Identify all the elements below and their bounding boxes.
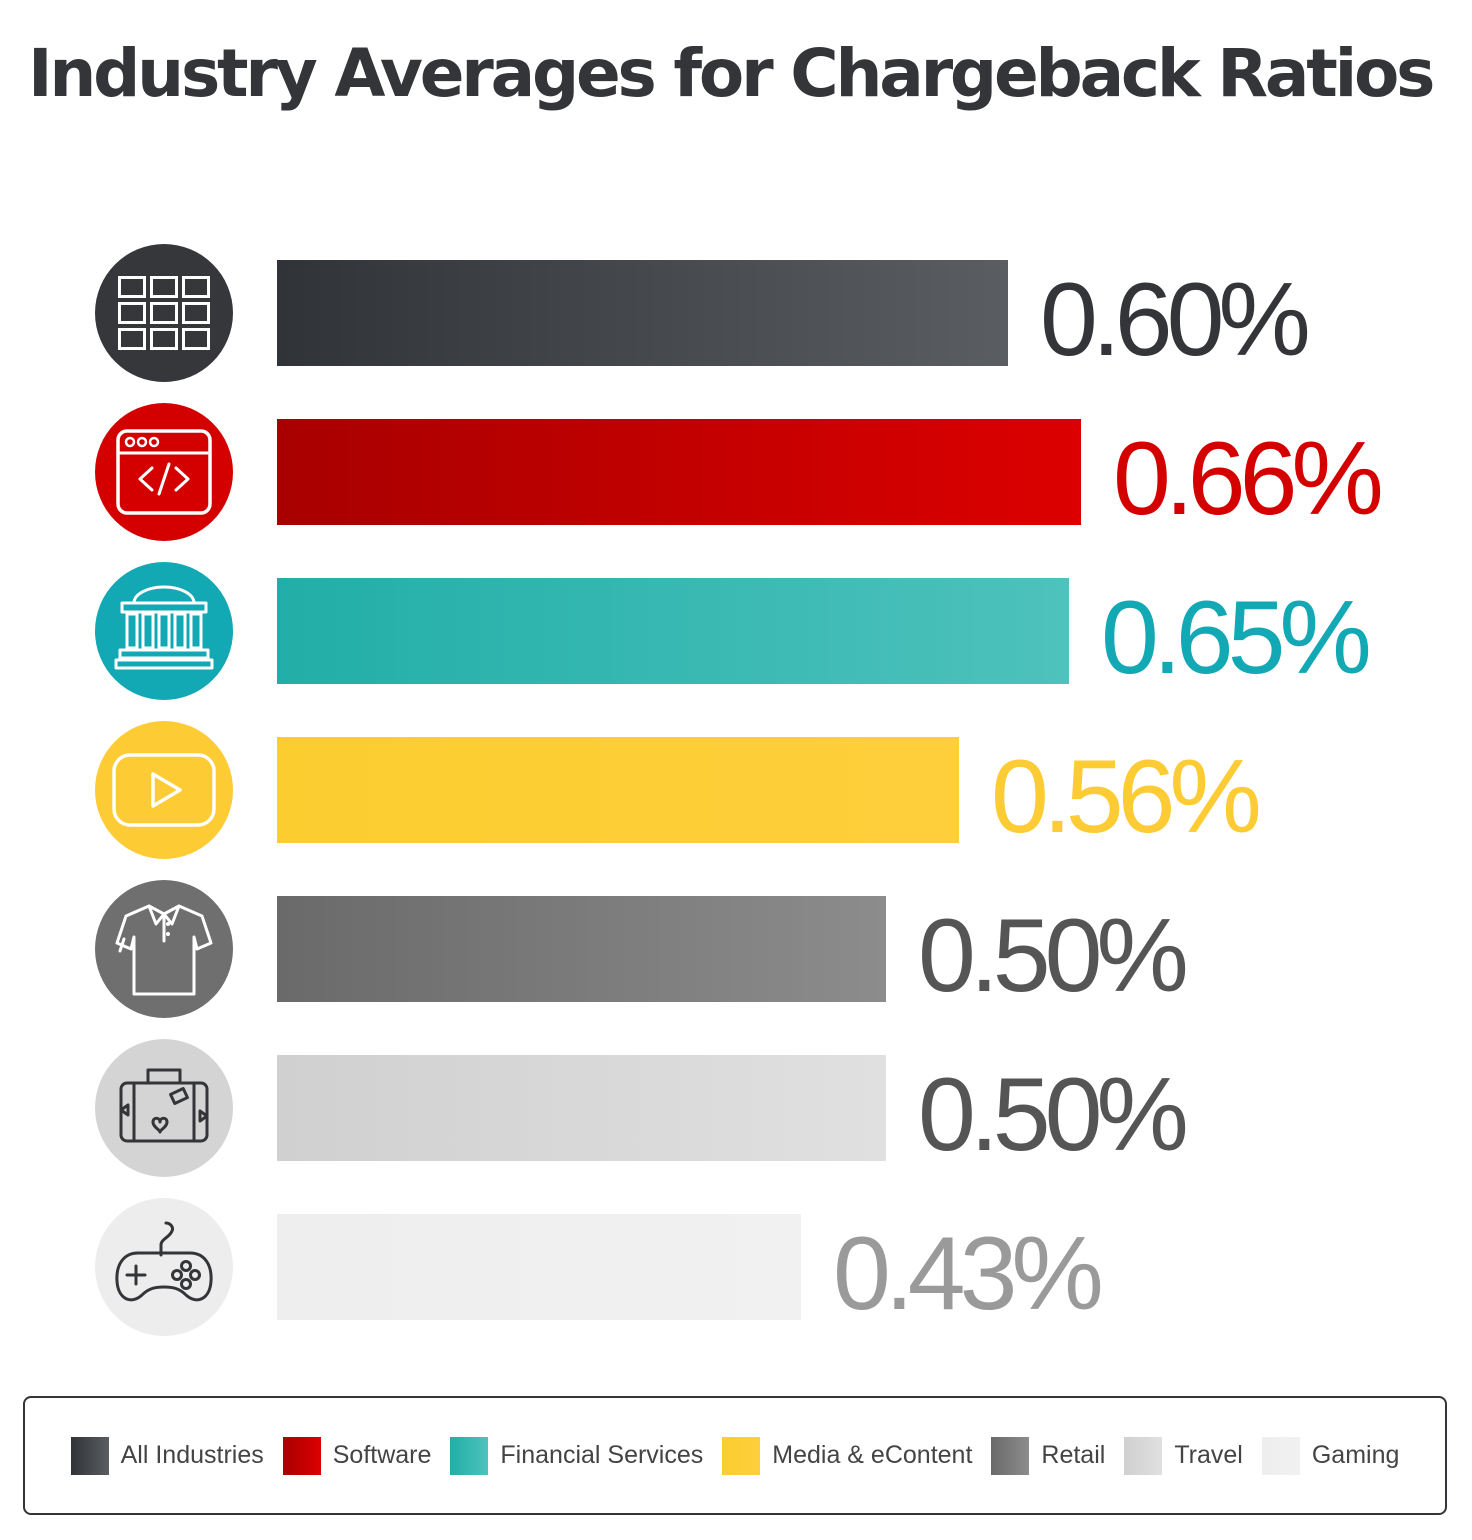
- legend: All Industries Software Financial Services…: [23, 1396, 1447, 1515]
- legend-item: Software: [282, 1436, 432, 1475]
- legend-item: All Industries: [70, 1436, 264, 1475]
- value-label: 0.66%: [1113, 421, 1380, 537]
- legend-swatch: [282, 1436, 321, 1475]
- shirt-icon: [95, 880, 233, 1018]
- value-label: 0.56%: [991, 739, 1258, 855]
- legend-swatch: [70, 1436, 109, 1475]
- legend-label: Media & eContent: [772, 1441, 973, 1469]
- legend-label: All Industries: [120, 1441, 264, 1469]
- bar-media-econtent: [277, 737, 959, 843]
- bar-software: [277, 419, 1081, 525]
- bar-travel: [277, 1055, 886, 1161]
- bank-icon: [95, 562, 233, 700]
- bar-gaming: [277, 1214, 801, 1320]
- legend-label: Retail: [1041, 1441, 1106, 1469]
- legend-swatch: [1261, 1436, 1300, 1475]
- legend-label: Software: [332, 1441, 432, 1469]
- value-label: 0.43%: [833, 1216, 1100, 1332]
- bar-financial-services: [277, 578, 1069, 684]
- legend-swatch: [1124, 1436, 1163, 1475]
- legend-label: Financial Services: [500, 1441, 704, 1469]
- suitcase-icon: [95, 1039, 233, 1177]
- legend-swatch: [991, 1436, 1030, 1475]
- value-label: 0.50%: [918, 898, 1185, 1014]
- legend-item: Gaming: [1261, 1436, 1400, 1475]
- legend-swatch: [450, 1436, 489, 1475]
- grid-icon: [95, 244, 233, 382]
- bar-chart: 0.60% 0.66% 0.65% 0.56% 0.50% 0.50% 0.43%: [95, 244, 1386, 1336]
- video-play-icon: [95, 721, 233, 859]
- value-label: 0.60%: [1040, 262, 1307, 378]
- legend-label: Travel: [1174, 1441, 1243, 1469]
- chart-title: Industry Averages for Chargeback Ratios: [28, 35, 1435, 112]
- legend-label: Gaming: [1311, 1441, 1400, 1469]
- legend-item: Travel: [1124, 1436, 1243, 1475]
- value-label: 0.50%: [918, 1057, 1185, 1173]
- bar-retail: [277, 896, 886, 1002]
- value-label: 0.65%: [1101, 580, 1368, 696]
- code-window-icon: [95, 403, 233, 541]
- legend-item: Financial Services: [450, 1436, 704, 1475]
- legend-swatch: [722, 1436, 761, 1475]
- gamepad-icon: [95, 1198, 233, 1336]
- legend-item: Media & eContent: [722, 1436, 973, 1475]
- legend-item: Retail: [991, 1436, 1106, 1475]
- bar-all-industries: [277, 260, 1008, 366]
